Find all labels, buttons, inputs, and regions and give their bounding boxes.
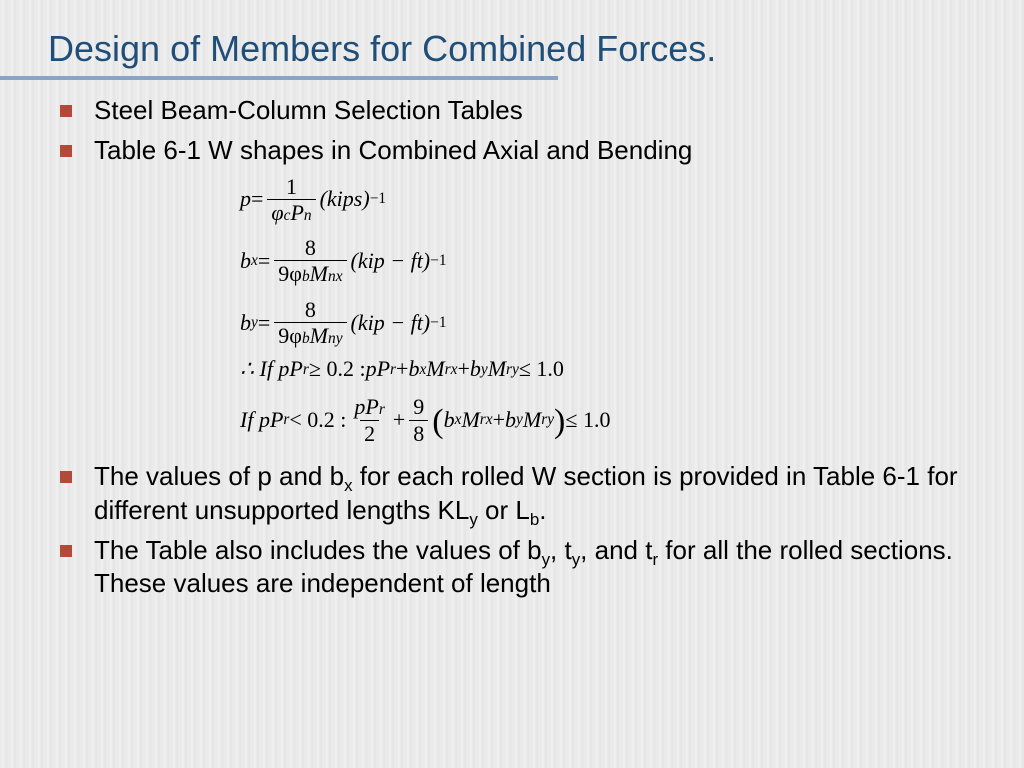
equation-cond-lt: If pPr < 0.2 : pPr 2 + 9 8 ( bxMrx + byM… bbox=[240, 394, 988, 446]
bullet-list: Steel Beam-Column Selection Tables Table… bbox=[60, 94, 988, 168]
bullet-list-2: The values of p and bx for each rolled W… bbox=[60, 460, 988, 601]
bx-num: 8 bbox=[301, 235, 320, 260]
bullet-item-3: The values of p and bx for each rolled W… bbox=[60, 460, 988, 528]
eq-p-den: φcPn bbox=[267, 199, 315, 225]
m-1: M bbox=[426, 358, 444, 380]
if-lt: If pP bbox=[240, 409, 283, 431]
phi-b-sub-2: b bbox=[302, 330, 310, 347]
b4-m2: , and t bbox=[580, 535, 652, 565]
ry-sub: ry bbox=[506, 362, 519, 377]
bx-den: 9φbMnx bbox=[274, 260, 346, 286]
eq-p-unit: (kips) bbox=[320, 188, 370, 210]
ppr-num: pPr bbox=[350, 394, 388, 419]
b4-pre: The Table also includes the values of b bbox=[94, 535, 542, 565]
equation-block: p = 1 φcPn (kips)−1 bx = 8 9φbMnx (kip −… bbox=[240, 174, 988, 446]
eq-p-frac: 1 φcPn bbox=[267, 174, 315, 226]
bullet-item-2: Table 6-1 W shapes in Combined Axial and… bbox=[60, 134, 988, 168]
eq-sign-2: = bbox=[258, 250, 270, 272]
phi-b-sub: b bbox=[302, 268, 310, 285]
by-den: 9φbMny bbox=[274, 322, 346, 348]
le-1: ≤ 1.0 bbox=[519, 358, 564, 380]
by-sub: y bbox=[251, 315, 258, 330]
ppr-den: 2 bbox=[360, 420, 379, 446]
nine-n: 9 bbox=[409, 394, 428, 419]
m-sym: M bbox=[310, 261, 328, 286]
b3-s2: y bbox=[469, 510, 477, 529]
ppr-1: pP bbox=[366, 358, 390, 380]
m-2: M bbox=[488, 358, 506, 380]
m-4: M bbox=[523, 409, 541, 431]
ppr-n: pP bbox=[354, 394, 378, 419]
pn-symbol: P bbox=[290, 200, 303, 225]
m-sym-2: M bbox=[310, 323, 328, 348]
by-t-sub: y bbox=[481, 362, 488, 377]
title-underline bbox=[0, 76, 558, 80]
eq-sign: = bbox=[251, 188, 263, 210]
r-sub-4: r bbox=[379, 401, 385, 418]
plus-2: + bbox=[457, 358, 469, 380]
b4-m1: , t bbox=[550, 535, 572, 565]
by-sym: b bbox=[240, 312, 251, 334]
plus-1: + bbox=[396, 358, 408, 380]
rx-sub-2: rx bbox=[480, 412, 493, 427]
nine-eight-frac: 9 8 bbox=[409, 394, 428, 446]
eq-p-num: 1 bbox=[282, 174, 301, 199]
plus-4: + bbox=[493, 409, 505, 431]
by-term: b bbox=[470, 358, 481, 380]
lt-02: < 0.2 : bbox=[289, 409, 346, 431]
plus-3: + bbox=[393, 409, 405, 431]
by-unit: (kip − ft) bbox=[351, 312, 431, 334]
bx-frac: 8 9φbMnx bbox=[274, 235, 346, 287]
ry-sub-2: ry bbox=[541, 412, 554, 427]
m-3: M bbox=[461, 409, 479, 431]
bullet-item-1: Steel Beam-Column Selection Tables bbox=[60, 94, 988, 128]
nine-phi: 9φ bbox=[278, 261, 302, 286]
by-t-sub-2: y bbox=[516, 412, 523, 427]
bx-sub: x bbox=[251, 253, 258, 268]
nx-sub: nx bbox=[328, 268, 343, 285]
equation-by: by = 8 9φbMny (kip − ft)−1 bbox=[240, 297, 988, 349]
by-frac: 8 9φbMny bbox=[274, 297, 346, 349]
equation-p: p = 1 φcPn (kips)−1 bbox=[240, 174, 988, 226]
phi-symbol: φ bbox=[271, 200, 283, 225]
paren-open: ( bbox=[432, 405, 443, 439]
b3-mid2: or L bbox=[478, 495, 530, 525]
b4-s1: y bbox=[542, 550, 550, 569]
bx-term-2: b bbox=[444, 409, 455, 431]
nine-phi-2: 9φ bbox=[278, 323, 302, 348]
by-term-2: b bbox=[505, 409, 516, 431]
page-title: Design of Members for Combined Forces. bbox=[48, 28, 988, 70]
ge-02: ≥ 0.2 : bbox=[309, 358, 366, 380]
by-num: 8 bbox=[301, 297, 320, 322]
ppr-frac: pPr 2 bbox=[350, 394, 388, 446]
bx-sym: b bbox=[240, 250, 251, 272]
rx-sub: rx bbox=[445, 362, 458, 377]
eq-sign-3: = bbox=[258, 312, 270, 334]
le-2: ≤ 1.0 bbox=[565, 409, 610, 431]
bx-unit: (kip − ft) bbox=[351, 250, 431, 272]
b4-s2: y bbox=[572, 550, 580, 569]
b3-end: . bbox=[539, 495, 546, 525]
equation-bx: bx = 8 9φbMnx (kip − ft)−1 bbox=[240, 235, 988, 287]
therefore-text: ∴ If pP bbox=[240, 358, 303, 380]
equation-cond-ge: ∴ If pPr ≥ 0.2 : pPr + bxMrx + byMry ≤ 1… bbox=[240, 358, 988, 380]
paren-close: ) bbox=[554, 405, 565, 439]
eq-p-lhs: p bbox=[240, 188, 251, 210]
b3-s1: x bbox=[344, 476, 352, 495]
bx-term: b bbox=[408, 358, 419, 380]
bullet-item-4: The Table also includes the values of by… bbox=[60, 534, 988, 602]
b3-pre: The values of p and b bbox=[94, 461, 344, 491]
b3-s3: b bbox=[530, 510, 539, 529]
ny-sub: ny bbox=[328, 330, 343, 347]
eight-d: 8 bbox=[409, 420, 428, 446]
pn-sub: n bbox=[304, 207, 312, 224]
